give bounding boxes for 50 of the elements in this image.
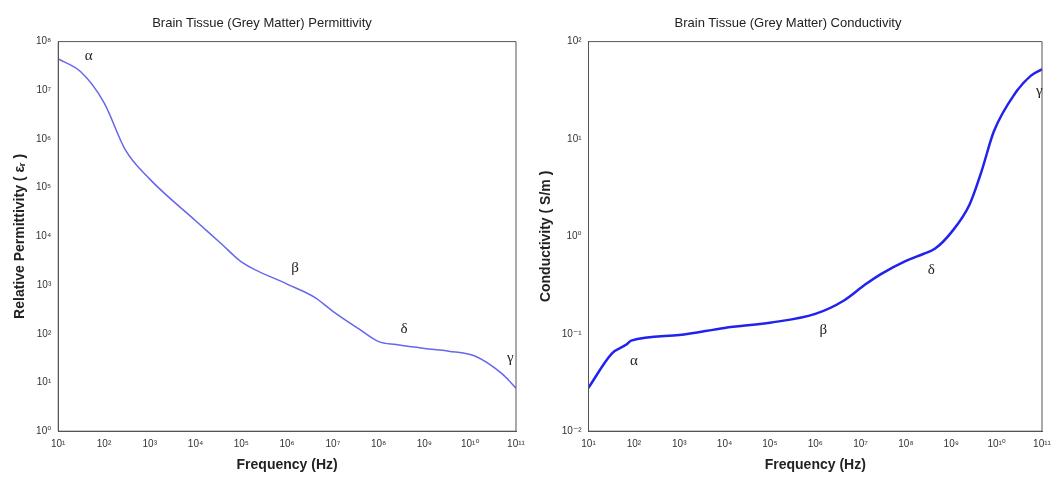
y-tick-label: 10⁰ — [566, 230, 582, 242]
annotation: β — [819, 320, 828, 337]
y-tick-label: 10⁸ — [35, 35, 52, 47]
y-tick-label: 10² — [36, 327, 52, 339]
annotation: γ — [1034, 82, 1043, 99]
y-tick-label: 10¹ — [36, 376, 52, 388]
x-tick-label: 10¹¹ — [1033, 437, 1052, 449]
x-tick-label: 10⁵ — [233, 437, 249, 449]
y-tick-label: 10⁴ — [35, 230, 52, 242]
x-axis-title: Frequency (Hz) — [764, 456, 866, 473]
x-tick-label: 10⁸ — [370, 437, 387, 449]
y-tick-label: 10⁻¹ — [561, 327, 583, 339]
x-tick-label: 10⁶ — [807, 437, 823, 449]
y-tick-label: 10⁶ — [35, 132, 52, 144]
x-tick-label: 10³ — [672, 437, 688, 449]
x-tick-label: 10⁷ — [853, 437, 869, 449]
x-tick-label: 10⁸ — [898, 437, 914, 449]
x-tick-label: 10¹⁰ — [460, 437, 480, 449]
y-tick-label: 10⁰ — [36, 424, 52, 436]
x-tick-label: 10⁵ — [762, 437, 778, 449]
y-axis-title: Conductivity ( S/m ) — [537, 170, 554, 303]
annotation: δ — [927, 260, 935, 277]
annotation: δ — [400, 319, 408, 336]
y-axis-title: Relative Permittivity ( εᵣ ) — [11, 153, 28, 319]
y-tick-label: 10⁷ — [36, 84, 52, 96]
annotation: α — [84, 46, 93, 63]
x-tick-label: 10² — [626, 437, 642, 449]
y-tick-label: 10⁻² — [561, 424, 583, 436]
annotation: α — [630, 351, 639, 368]
x-tick-label: 10² — [96, 437, 112, 449]
x-axis-title: Frequency (Hz) — [236, 456, 338, 473]
x-tick-label: 10⁹ — [416, 437, 433, 449]
annotation: β — [291, 259, 299, 276]
x-tick-label: 10⁴ — [187, 437, 204, 449]
x-tick-label: 10⁹ — [943, 437, 960, 449]
x-tick-label: 10¹ — [581, 437, 597, 449]
x-tick-label: 10⁶ — [279, 437, 295, 449]
x-tick-label: 10¹¹ — [507, 437, 526, 449]
x-tick-label: 10⁴ — [716, 437, 733, 449]
x-tick-label: 10¹⁰ — [987, 437, 1006, 449]
x-tick-label: 10¹ — [50, 437, 67, 449]
y-tick-label: 10⁵ — [35, 181, 52, 193]
x-tick-label: 10³ — [142, 437, 158, 449]
chart-title: Brain Tissue (Grey Matter) Permittivity — [152, 15, 373, 31]
chart-title: Brain Tissue (Grey Matter) Conductivity — [674, 15, 902, 31]
annotation: γ — [505, 348, 514, 365]
y-tick-label: 10² — [567, 35, 583, 47]
y-tick-label: 10¹ — [567, 132, 583, 144]
y-tick-label: 10³ — [36, 278, 52, 290]
x-tick-label: 10⁷ — [325, 437, 341, 449]
